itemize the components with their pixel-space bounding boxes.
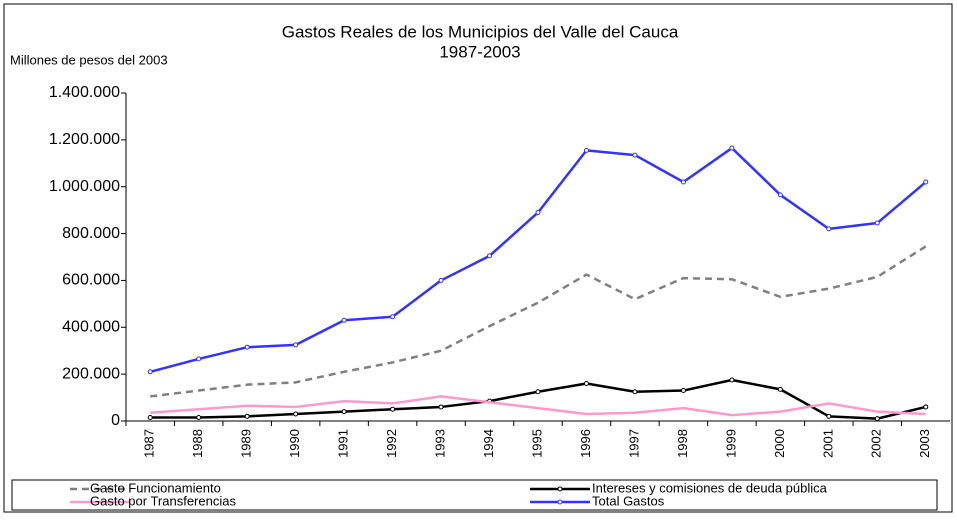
y-tick-label: 1.200.000 [49, 131, 120, 148]
legend-label: Gasto por Transferencias [90, 493, 236, 508]
legend-marker [557, 486, 563, 492]
point [535, 389, 541, 395]
point [583, 381, 589, 387]
series-line [150, 395, 926, 417]
point [777, 386, 783, 392]
point [680, 179, 686, 185]
legend-label: Gasto Funcionamiento [90, 480, 221, 495]
point [147, 414, 153, 420]
point [390, 314, 396, 320]
point [874, 220, 880, 226]
x-tick-label: 1999 [723, 429, 738, 458]
x-tick-label: 1989 [239, 429, 254, 458]
point [535, 209, 541, 215]
legend-label: Intereses y comisiones de deuda pública [592, 480, 828, 495]
y-tick-label: 1.400.000 [49, 84, 120, 101]
x-tick-label: 1997 [626, 429, 641, 458]
x-tick-label: 1988 [190, 429, 205, 458]
point [196, 356, 202, 362]
x-tick-label: 2002 [869, 429, 884, 458]
x-tick-label: 1992 [384, 429, 399, 458]
chart-subtitle: 1987-2003 [439, 42, 520, 61]
legend-box [11, 479, 938, 511]
point [438, 277, 444, 283]
point [293, 342, 299, 348]
legend-label: Total Gastos [592, 493, 665, 508]
x-tick-label: 2003 [917, 429, 932, 458]
chart-border [3, 3, 953, 513]
legend-marker [557, 499, 563, 505]
x-tick-label: 2000 [772, 429, 787, 458]
y-tick-label: 0 [111, 412, 120, 429]
point [147, 369, 153, 375]
point [874, 416, 880, 422]
point [729, 377, 735, 383]
point [583, 147, 589, 153]
x-tick-label: 2001 [820, 429, 835, 458]
point [826, 413, 832, 419]
x-tick-label: 1991 [336, 429, 351, 458]
point [923, 404, 929, 410]
point [680, 388, 686, 394]
point [826, 226, 832, 232]
y-tick-label: 600.000 [62, 272, 120, 289]
y-axis-label: Millones de pesos del 2003 [10, 52, 168, 67]
point [777, 192, 783, 198]
x-tick-label: 1996 [578, 429, 593, 458]
point [244, 413, 250, 419]
point [632, 152, 638, 158]
chart-title: Gastos Reales de los Municipios del Vall… [282, 22, 679, 41]
point [390, 406, 396, 412]
x-tick-label: 1990 [287, 429, 302, 458]
y-tick-label: 800.000 [62, 225, 120, 242]
point [729, 145, 735, 151]
point [293, 411, 299, 417]
point [487, 253, 493, 259]
x-tick-label: 1993 [432, 429, 447, 458]
y-tick-label: 400.000 [62, 319, 120, 336]
point [341, 317, 347, 323]
point [923, 179, 929, 185]
x-tick-label: 1998 [675, 429, 690, 458]
point [438, 404, 444, 410]
point [196, 414, 202, 420]
x-tick-label: 1995 [529, 429, 544, 458]
y-tick-label: 200.000 [62, 365, 120, 382]
x-tick-label: 1987 [142, 429, 157, 458]
point [632, 389, 638, 395]
point [244, 344, 250, 350]
y-tick-label: 1.000.000 [49, 178, 120, 195]
x-tick-label: 1994 [481, 429, 496, 458]
point [341, 409, 347, 415]
